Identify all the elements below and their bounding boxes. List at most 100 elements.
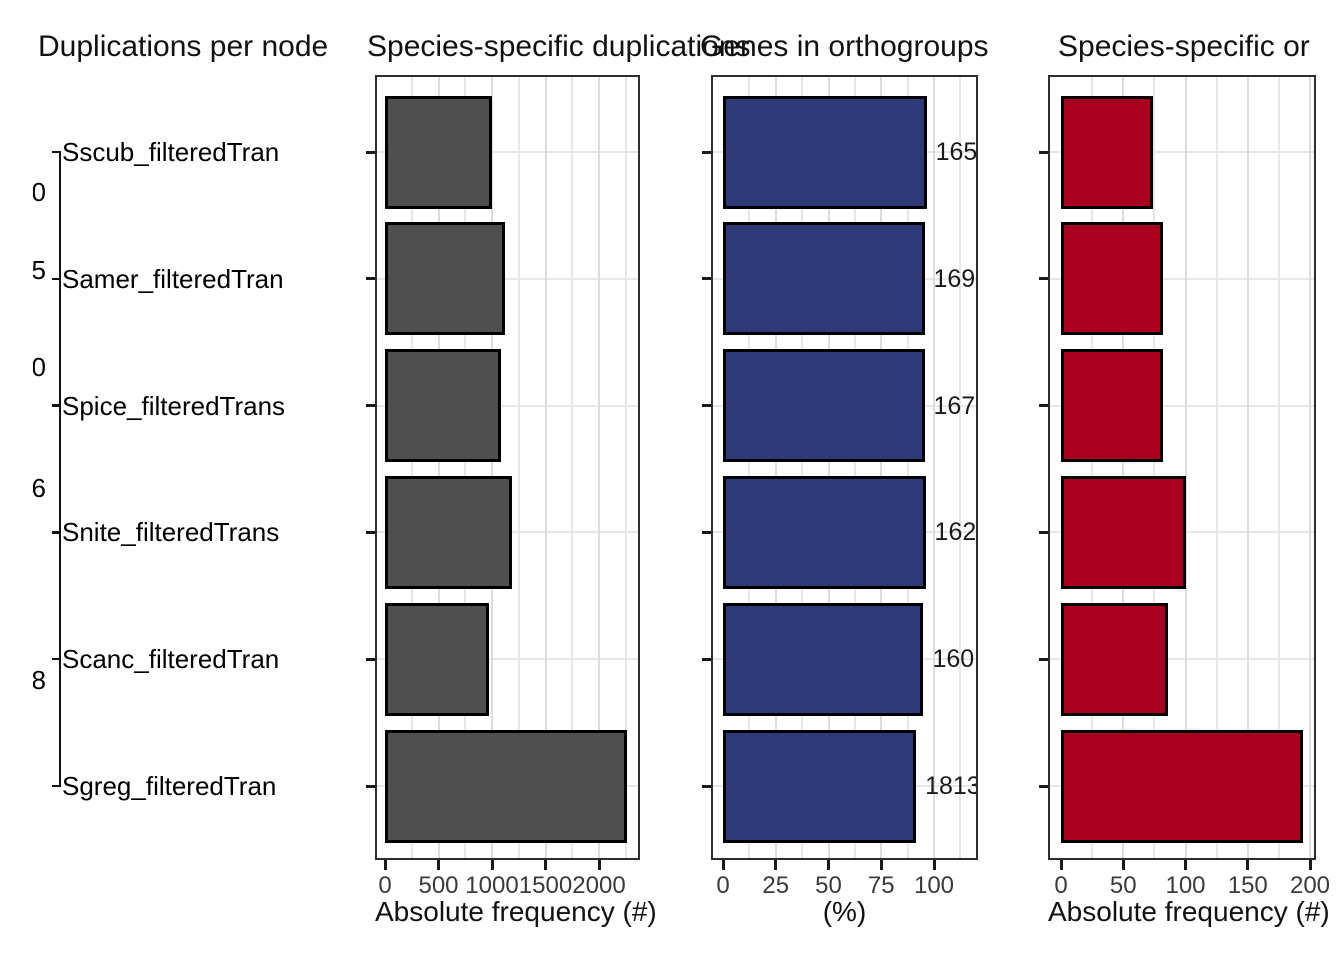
bar xyxy=(1061,729,1303,843)
title-genes-in-orthogroups: Genes in orthogroups xyxy=(700,30,989,63)
y-axis-tick xyxy=(1039,277,1048,281)
bar xyxy=(1061,349,1164,463)
panel-genes-in-orthogroups: 165 169 167 162 160 1813 xyxy=(711,75,978,860)
bar xyxy=(385,95,492,209)
y-axis-tick xyxy=(702,657,711,661)
tree-branch-stub xyxy=(52,404,61,407)
x-axis-tick xyxy=(774,860,778,870)
y-axis-tick xyxy=(1039,150,1048,154)
bar-value-label: 1813 xyxy=(925,772,978,800)
y-axis-tick xyxy=(702,404,711,408)
x-axis-title-percent: (%) xyxy=(822,896,867,927)
x-axis-tick-label: 100 xyxy=(913,872,955,899)
gridline-vertical xyxy=(571,77,574,858)
gridline-vertical xyxy=(491,77,493,858)
bar xyxy=(385,729,627,843)
gridline-vertical xyxy=(906,77,909,858)
tree-branch-stub xyxy=(52,277,61,281)
y-axis-tick xyxy=(702,784,711,788)
bar xyxy=(385,349,501,463)
species-label: Samer_filteredTran xyxy=(62,263,284,294)
tree-node-label-clipped: 5 xyxy=(33,255,46,285)
gridline-vertical xyxy=(1184,77,1187,858)
species-label: Snite_filteredTrans xyxy=(62,517,280,548)
gridline-vertical xyxy=(598,77,600,858)
gridline-vertical xyxy=(933,77,935,858)
bar-value-label: 167 xyxy=(933,391,976,420)
bar xyxy=(723,349,925,463)
bar xyxy=(1061,222,1164,336)
y-axis-tick xyxy=(366,784,375,788)
gridline-vertical xyxy=(517,77,520,858)
x-axis-tick-label: 1500 xyxy=(518,872,573,899)
x-axis-tick xyxy=(437,860,440,870)
x-axis-tick xyxy=(490,860,494,870)
gridline-vertical xyxy=(801,77,804,858)
gridline-vertical xyxy=(464,77,467,858)
species-label: Spice_filteredTrans xyxy=(62,390,286,421)
gridline-vertical xyxy=(959,77,962,858)
x-axis-tick xyxy=(1059,860,1063,870)
x-axis-tick xyxy=(544,860,547,870)
gridline-horizontal xyxy=(1050,277,1314,280)
tree-branch-stub xyxy=(52,531,61,534)
x-axis-tick-label: 200 xyxy=(1289,872,1331,899)
y-axis-tick xyxy=(1039,657,1048,661)
gridline-horizontal xyxy=(377,404,638,407)
gridline-vertical xyxy=(827,77,830,858)
bar xyxy=(723,729,917,843)
bar-value-label: 165 xyxy=(935,138,978,166)
x-axis-tick-label: 2000 xyxy=(572,872,626,899)
x-axis-tick xyxy=(1246,860,1250,870)
x-axis-tick-label: 100 xyxy=(1165,872,1206,899)
gridline-vertical xyxy=(410,77,413,858)
x-axis-tick-label: 0 xyxy=(378,872,392,899)
bar-value-label: 160 xyxy=(932,645,975,674)
y-axis-tick xyxy=(1039,404,1048,408)
x-axis-tick xyxy=(383,860,387,870)
bar-value-label: 162 xyxy=(934,518,977,547)
gridline-horizontal xyxy=(1050,658,1314,661)
title-duplications-per-node: Duplications per node xyxy=(38,30,329,63)
x-axis-tick xyxy=(597,860,601,870)
x-axis-tick-label: 0 xyxy=(1054,872,1068,899)
x-axis-tick-label: 500 xyxy=(418,872,459,899)
tree-node-label-clipped: 8 xyxy=(33,665,46,695)
gridline-vertical xyxy=(624,77,627,858)
x-axis-tick-label: 75 xyxy=(867,872,895,899)
bar xyxy=(1061,95,1154,209)
x-axis-title-duplications: Absolute frequency (#) xyxy=(375,896,657,927)
x-axis-tick-label: 25 xyxy=(762,872,790,899)
bar xyxy=(1061,602,1169,716)
x-axis-tick-label: 150 xyxy=(1227,872,1268,899)
panel-species-specific-orthogroups xyxy=(1048,75,1316,860)
x-axis-title-orthogroups: Absolute frequency (#) xyxy=(1048,896,1330,927)
bar-value-label: 169 xyxy=(933,264,976,293)
gridline-horizontal xyxy=(377,151,638,153)
bar xyxy=(385,475,513,589)
title-species-specific-orthogroups: Species-specific or xyxy=(1058,30,1310,63)
gridline-vertical xyxy=(544,77,547,858)
bar xyxy=(723,95,927,209)
x-axis-tick xyxy=(1308,860,1312,870)
gridline-horizontal xyxy=(377,658,638,661)
y-axis-tick xyxy=(1039,784,1048,788)
gridline-vertical xyxy=(1215,77,1218,858)
gridline-vertical xyxy=(1153,77,1156,858)
x-axis-tick xyxy=(1184,860,1187,870)
species-label: Scanc_filteredTran xyxy=(62,644,280,675)
y-axis-tick xyxy=(366,657,375,661)
tree-trunk xyxy=(58,151,61,787)
bar xyxy=(723,222,925,336)
gridline-vertical xyxy=(748,77,751,858)
bar xyxy=(723,475,926,589)
panel-species-specific-duplications xyxy=(375,75,640,860)
x-axis-tick-label: 50 xyxy=(815,872,842,899)
gridline-vertical xyxy=(1309,77,1311,858)
x-axis-tick xyxy=(879,860,883,870)
gridline-vertical xyxy=(437,77,440,858)
x-axis-tick xyxy=(827,860,830,870)
gridline-horizontal xyxy=(1050,404,1314,407)
x-axis-tick xyxy=(932,860,936,870)
